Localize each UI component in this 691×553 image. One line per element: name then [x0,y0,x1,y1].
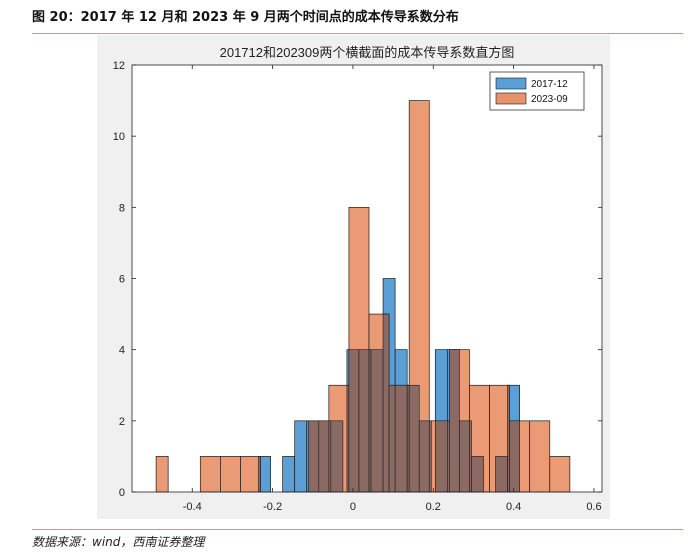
overlap-bar-19 [449,350,459,492]
top-rule [32,33,683,34]
overlap-bar-16 [429,421,431,492]
overlap-bar-23 [496,456,508,492]
overlap-bar-20 [459,421,469,492]
bar-2023-2 [220,456,240,492]
bar-2023-16 [550,456,570,492]
overlap-bar-6 [349,350,359,492]
x-tick-label: 0.4 [506,501,521,513]
overlap-bar-9 [371,350,383,492]
x-tick-label: -0.4 [183,501,202,513]
overlap-bar-21 [469,421,471,492]
overlap-bar-7 [359,350,369,492]
y-tick-label: 10 [113,131,125,143]
overlap-bar-13 [407,385,409,492]
x-tick-label: 0.6 [586,501,601,513]
overlap-bar-8 [369,350,371,492]
overlap-bar-14 [409,385,419,492]
y-tick-label: 4 [119,345,125,357]
bar-2017-1 [283,456,295,492]
overlap-bar-11 [389,385,395,492]
x-tick-label: -0.2 [263,501,282,513]
bar-2023-1 [200,456,220,492]
y-tick-label: 6 [119,274,125,286]
overlap-bar-0 [259,456,261,492]
overlap-bar-18 [447,421,449,492]
overlap-bar-25 [510,421,520,492]
figure-title: 图 20：2017 年 12 月和 2023 年 9 月两个时间点的成本传导系数… [32,6,459,25]
x-tick-label: 0 [350,501,356,513]
histogram-chart: 201712和202309两个横截面的成本传导系数直方图 0 2 4 6 8 10 12 -0… [97,35,610,519]
legend: 2017-12 2023-09 [490,72,584,110]
bottom-rule [32,529,683,530]
overlap-bar-24 [508,385,510,492]
overlap-bar-12 [395,385,407,492]
overlap-bar-3 [329,421,331,492]
overlap-bar-15 [419,421,429,492]
y-tick-label: 2 [119,416,125,428]
legend-label-2017: 2017-12 [531,79,568,90]
legend-swatch-2017 [496,78,526,89]
overlap-bar-5 [347,385,349,492]
chart-panel: 201712和202309两个横截面的成本传导系数直方图 0 2 4 6 8 10 12 -0… [97,35,610,519]
y-tick-label: 12 [113,60,125,72]
overlap-bar-1 [309,421,319,492]
legend-label-2023: 2023-09 [531,94,568,105]
y-tick-label: 0 [119,487,125,499]
bar-2023-3 [240,456,260,492]
x-tick-label: 0.2 [426,501,441,513]
legend-swatch-2023 [496,93,526,104]
overlap-bar-22 [471,456,483,492]
bar-2023-15 [530,421,550,492]
overlap-bar-10 [383,314,389,492]
bar-2023-0 [156,456,168,492]
source-note: 数据来源：wind，西南证券整理 [32,533,204,550]
y-tick-label: 8 [119,202,125,214]
overlap-bar-17 [435,421,447,492]
overlap-bar-4 [331,421,343,492]
chart-title: 201712和202309两个横截面的成本传导系数直方图 [220,45,515,60]
bar-2017-2 [295,421,307,492]
overlap-bar-2 [319,421,329,492]
